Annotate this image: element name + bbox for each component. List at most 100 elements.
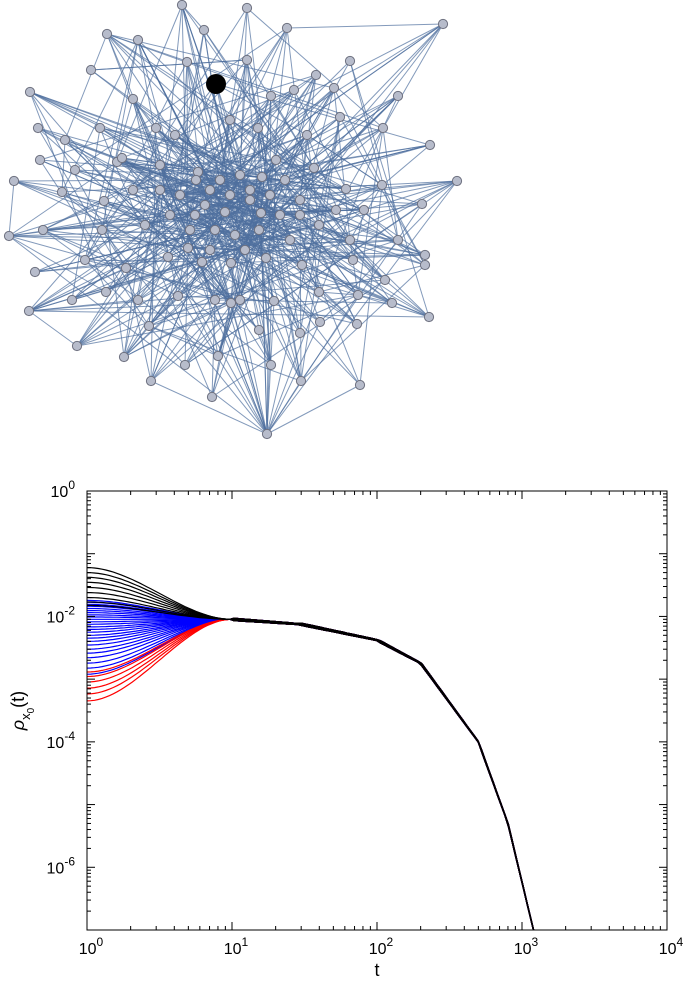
network-edge (260, 176, 263, 214)
series-line (87, 618, 535, 930)
network-node (354, 379, 366, 391)
network-edge (28, 116, 341, 312)
network-node (66, 294, 78, 306)
network-node (225, 257, 237, 269)
network-edge (261, 167, 315, 178)
network-node (347, 254, 359, 266)
network-node (96, 224, 108, 236)
network-edge (230, 302, 301, 334)
network-edge (246, 7, 271, 196)
network-node (288, 84, 300, 96)
network-edge (150, 127, 157, 382)
network-node (260, 252, 272, 264)
network-node (37, 224, 49, 236)
network-edge (215, 83, 308, 136)
network-edge (187, 247, 246, 251)
network-edge (318, 291, 359, 296)
network-node (101, 28, 113, 40)
network-node-highlighted (206, 74, 226, 94)
network-node (423, 311, 435, 323)
network-node (386, 297, 398, 309)
series-line (87, 610, 535, 930)
network-edge (275, 159, 347, 190)
network-edge (189, 214, 281, 231)
network-node (209, 224, 221, 236)
network-node (270, 154, 282, 166)
network-node (268, 295, 280, 307)
network-node (34, 154, 46, 166)
network-edge (209, 249, 268, 435)
network-edge (84, 39, 139, 261)
x-axis-label: t (374, 960, 379, 980)
network-edge (299, 214, 358, 325)
network-node (174, 189, 186, 201)
network-node (116, 152, 128, 164)
network-edge (194, 83, 217, 216)
network-node (234, 169, 246, 181)
network-edge (284, 144, 431, 181)
series-line (87, 617, 535, 930)
network-edge (382, 95, 399, 129)
network-node (265, 359, 277, 371)
series-line (87, 618, 534, 930)
network-node (132, 294, 144, 306)
network-edge (148, 189, 161, 327)
network-edge (61, 139, 66, 193)
network-edge (8, 189, 161, 237)
network-edge (42, 229, 179, 297)
network-node (59, 134, 71, 146)
network-node (224, 114, 236, 126)
network-node (176, 0, 188, 11)
network-edge (84, 74, 317, 261)
network-edge (106, 33, 335, 89)
network-edge (313, 167, 426, 266)
network-node (265, 90, 277, 102)
network-node (437, 18, 449, 30)
series-line (87, 617, 535, 930)
network-node (253, 224, 265, 236)
x-tick-label: 102 (369, 935, 394, 958)
network-node (241, 54, 253, 66)
series-line (87, 617, 535, 930)
network-node (184, 224, 196, 236)
series-line (87, 618, 534, 930)
network-edge (159, 189, 231, 196)
network-node (295, 375, 307, 387)
network-edge (121, 157, 216, 301)
series-line (87, 618, 534, 930)
network-node (261, 428, 273, 440)
network-edge (266, 127, 384, 435)
network-edge (159, 189, 268, 435)
series-line (87, 618, 534, 930)
network-node (229, 229, 241, 241)
network-edge (116, 161, 206, 206)
network-node (296, 259, 308, 271)
network-node (244, 194, 256, 206)
network-edge (275, 159, 301, 216)
x-tick-label: 101 (224, 935, 249, 958)
network-node (308, 162, 320, 174)
y-axis-label: ρx0(t) (8, 691, 37, 731)
network-node (29, 266, 41, 278)
series-line (87, 618, 534, 930)
network-edge (229, 194, 246, 251)
series-line (87, 603, 535, 930)
network-edge (211, 299, 216, 398)
network-edge (195, 179, 271, 196)
network-edge (28, 179, 221, 312)
network-node (69, 164, 81, 176)
network-node (328, 82, 340, 94)
network-edge (229, 27, 288, 121)
network-node (132, 34, 144, 46)
network-edge (382, 127, 399, 241)
network-edge (29, 91, 263, 178)
network-edge (293, 89, 347, 190)
network-node (252, 122, 264, 134)
network-edge (159, 179, 197, 191)
network-node (150, 122, 162, 134)
network-edge (39, 74, 317, 161)
series-line (87, 618, 534, 930)
network-node (344, 55, 356, 67)
network-graph (3, 0, 463, 440)
series-line (87, 618, 534, 930)
